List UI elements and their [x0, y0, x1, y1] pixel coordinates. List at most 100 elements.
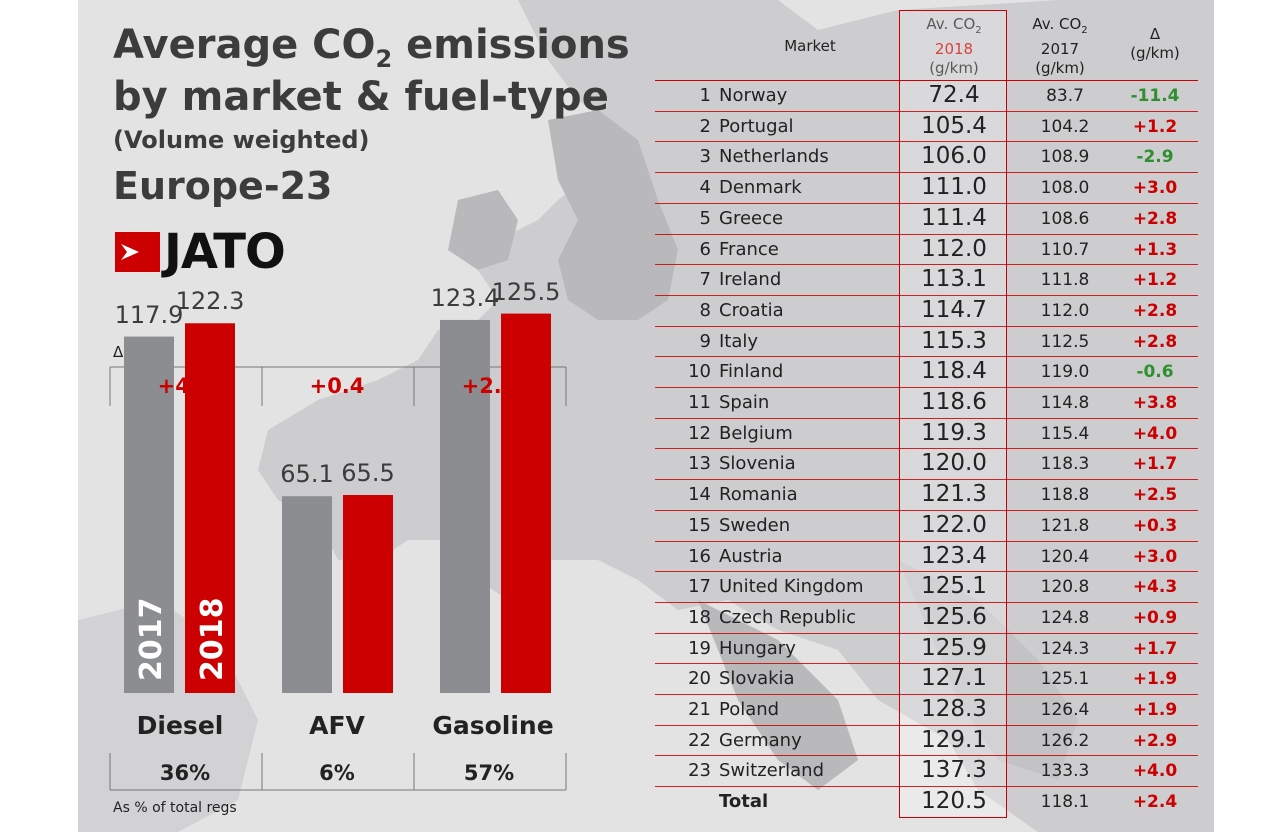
row-value-2017: 120.8: [1040, 577, 1090, 598]
row-delta: +2.8: [1132, 331, 1178, 352]
delta-afv: +0.4: [309, 374, 365, 398]
table-divider: [655, 233, 1198, 235]
row-value-2017: 124.3: [1040, 638, 1090, 659]
row-market: Denmark: [719, 177, 802, 199]
row-delta: +2.9: [1132, 730, 1178, 751]
row-delta: +1.3: [1132, 239, 1178, 260]
row-rank: 14: [688, 484, 711, 506]
row-rank: 15: [688, 514, 711, 536]
table-header-delta: Δ (g/km): [1130, 25, 1180, 62]
row-rank: 8: [699, 299, 711, 321]
table-row: 7 Ireland 113.1 111.8 +1.2: [655, 264, 1198, 294]
row-rank: 16: [688, 545, 711, 567]
table-divider: [655, 202, 1198, 204]
row-value-2017: 126.4: [1040, 700, 1090, 720]
row-market: Belgium: [719, 422, 793, 444]
row-value-2017: 133.3: [1040, 761, 1090, 782]
row-market: Netherlands: [719, 146, 829, 168]
table-row: 5 Greece 111.4 108.6 +2.8: [655, 203, 1198, 233]
table-divider: [655, 663, 1198, 665]
table-row: 13 Slovenia 120.0 118.3 +1.7: [655, 448, 1198, 478]
row-rank: 12: [688, 422, 711, 444]
table-row: 14 Romania 121.3 118.8 +2.5: [655, 479, 1198, 509]
row-delta: +3.0: [1132, 178, 1178, 199]
table-divider: [655, 786, 1198, 788]
region-label: Europe-23: [113, 164, 333, 208]
row-value-2017: 125.1: [1040, 669, 1090, 690]
row-rank: 1: [699, 85, 711, 106]
row-delta: -11.4: [1130, 86, 1180, 106]
row-market: France: [719, 238, 779, 260]
row-delta: +2.5: [1132, 485, 1178, 506]
table-divider: [655, 294, 1198, 296]
row-value-2017: 115.4: [1040, 423, 1090, 444]
row-delta: +4.0: [1132, 761, 1178, 782]
bar-value-label: 123.4: [430, 283, 500, 312]
row-value-2018: 115.3: [921, 327, 987, 354]
row-value-2018: 112.0: [921, 235, 987, 262]
bar-value-label: 117.9: [114, 300, 184, 329]
share-diesel: 36%: [159, 761, 211, 785]
table-divider: [655, 755, 1198, 757]
bar-year-label-2017: 2017: [134, 597, 169, 682]
row-value-2017: 126.2: [1040, 730, 1090, 751]
row-market: Slovakia: [719, 668, 795, 690]
row-value-2018: 118.6: [921, 389, 987, 415]
table-divider: [655, 571, 1198, 573]
bar-afv-2017: [282, 496, 332, 693]
row-rank: 6: [699, 238, 711, 260]
table-divider: [655, 264, 1198, 266]
row-value-2018: 128.3: [921, 696, 987, 722]
row-market: Spain: [719, 392, 770, 413]
row-value-2018: 106.0: [921, 143, 987, 170]
row-market: Austria: [719, 545, 783, 567]
row-value-2017: 119.0: [1040, 362, 1090, 383]
table-header-2017: Av. CO2 2017 (g/km): [1032, 15, 1088, 77]
row-delta: -0.6: [1136, 362, 1174, 383]
row-delta: +2.4: [1132, 792, 1178, 813]
row-market: Croatia: [719, 299, 784, 321]
row-value-2018: 114.7: [921, 296, 987, 323]
table-divider: [655, 540, 1198, 542]
row-value-2018: 119.3: [921, 419, 987, 446]
row-value-2018: 111.0: [921, 174, 987, 201]
row-delta: +1.2: [1132, 116, 1178, 137]
row-rank: 17: [688, 576, 711, 598]
row-delta: +0.9: [1132, 607, 1178, 628]
table-divider: [655, 601, 1198, 603]
row-rank: 9: [699, 330, 711, 352]
bar-diesel-2018: [185, 323, 235, 693]
row-market: Sweden: [719, 514, 791, 536]
table-divider: [655, 110, 1198, 112]
row-delta: +0.3: [1132, 515, 1178, 536]
table-row: 10 Finland 118.4 119.0 -0.6: [655, 356, 1198, 386]
jato-logo-icon: [115, 232, 160, 272]
row-market: Norway: [719, 85, 788, 106]
table-row: 1 Norway 72.4 83.7 -11.4: [655, 80, 1198, 110]
table-row: 16 Austria 123.4 120.4 +3.0: [655, 541, 1198, 571]
table-row: 15 Sweden 122.0 121.8 +0.3: [655, 510, 1198, 540]
row-rank: 11: [688, 392, 711, 413]
row-value-2017: 120.4: [1040, 546, 1090, 567]
row-value-2017: 104.2: [1040, 116, 1090, 137]
row-rank: 5: [699, 207, 711, 229]
row-delta: +1.7: [1132, 638, 1178, 659]
row-market: Poland: [719, 699, 780, 720]
table-divider: [655, 448, 1198, 450]
row-delta: +2.8: [1132, 208, 1178, 229]
bar-diesel-2017: [124, 336, 174, 693]
row-rank: 18: [688, 606, 711, 628]
row-value-2018: 125.9: [921, 634, 987, 661]
row-rank: 13: [688, 453, 711, 475]
row-value-2017: 118.3: [1040, 454, 1090, 475]
table-header-2018: Av. CO2 2018 (g/km): [926, 15, 982, 77]
share-afv: 6%: [319, 761, 355, 785]
row-value-2017: 108.9: [1040, 147, 1090, 168]
row-market: Hungary: [719, 637, 796, 659]
delta-diesel: +4.4: [157, 374, 213, 398]
category-label-gasoline: Gasoline: [432, 711, 554, 740]
table-row: 2 Portugal 105.4 104.2 +1.2: [655, 111, 1198, 141]
table-row: 17 United Kingdom 125.1 120.8 +4.3: [655, 571, 1198, 601]
row-value-2018: 118.4: [921, 358, 987, 385]
